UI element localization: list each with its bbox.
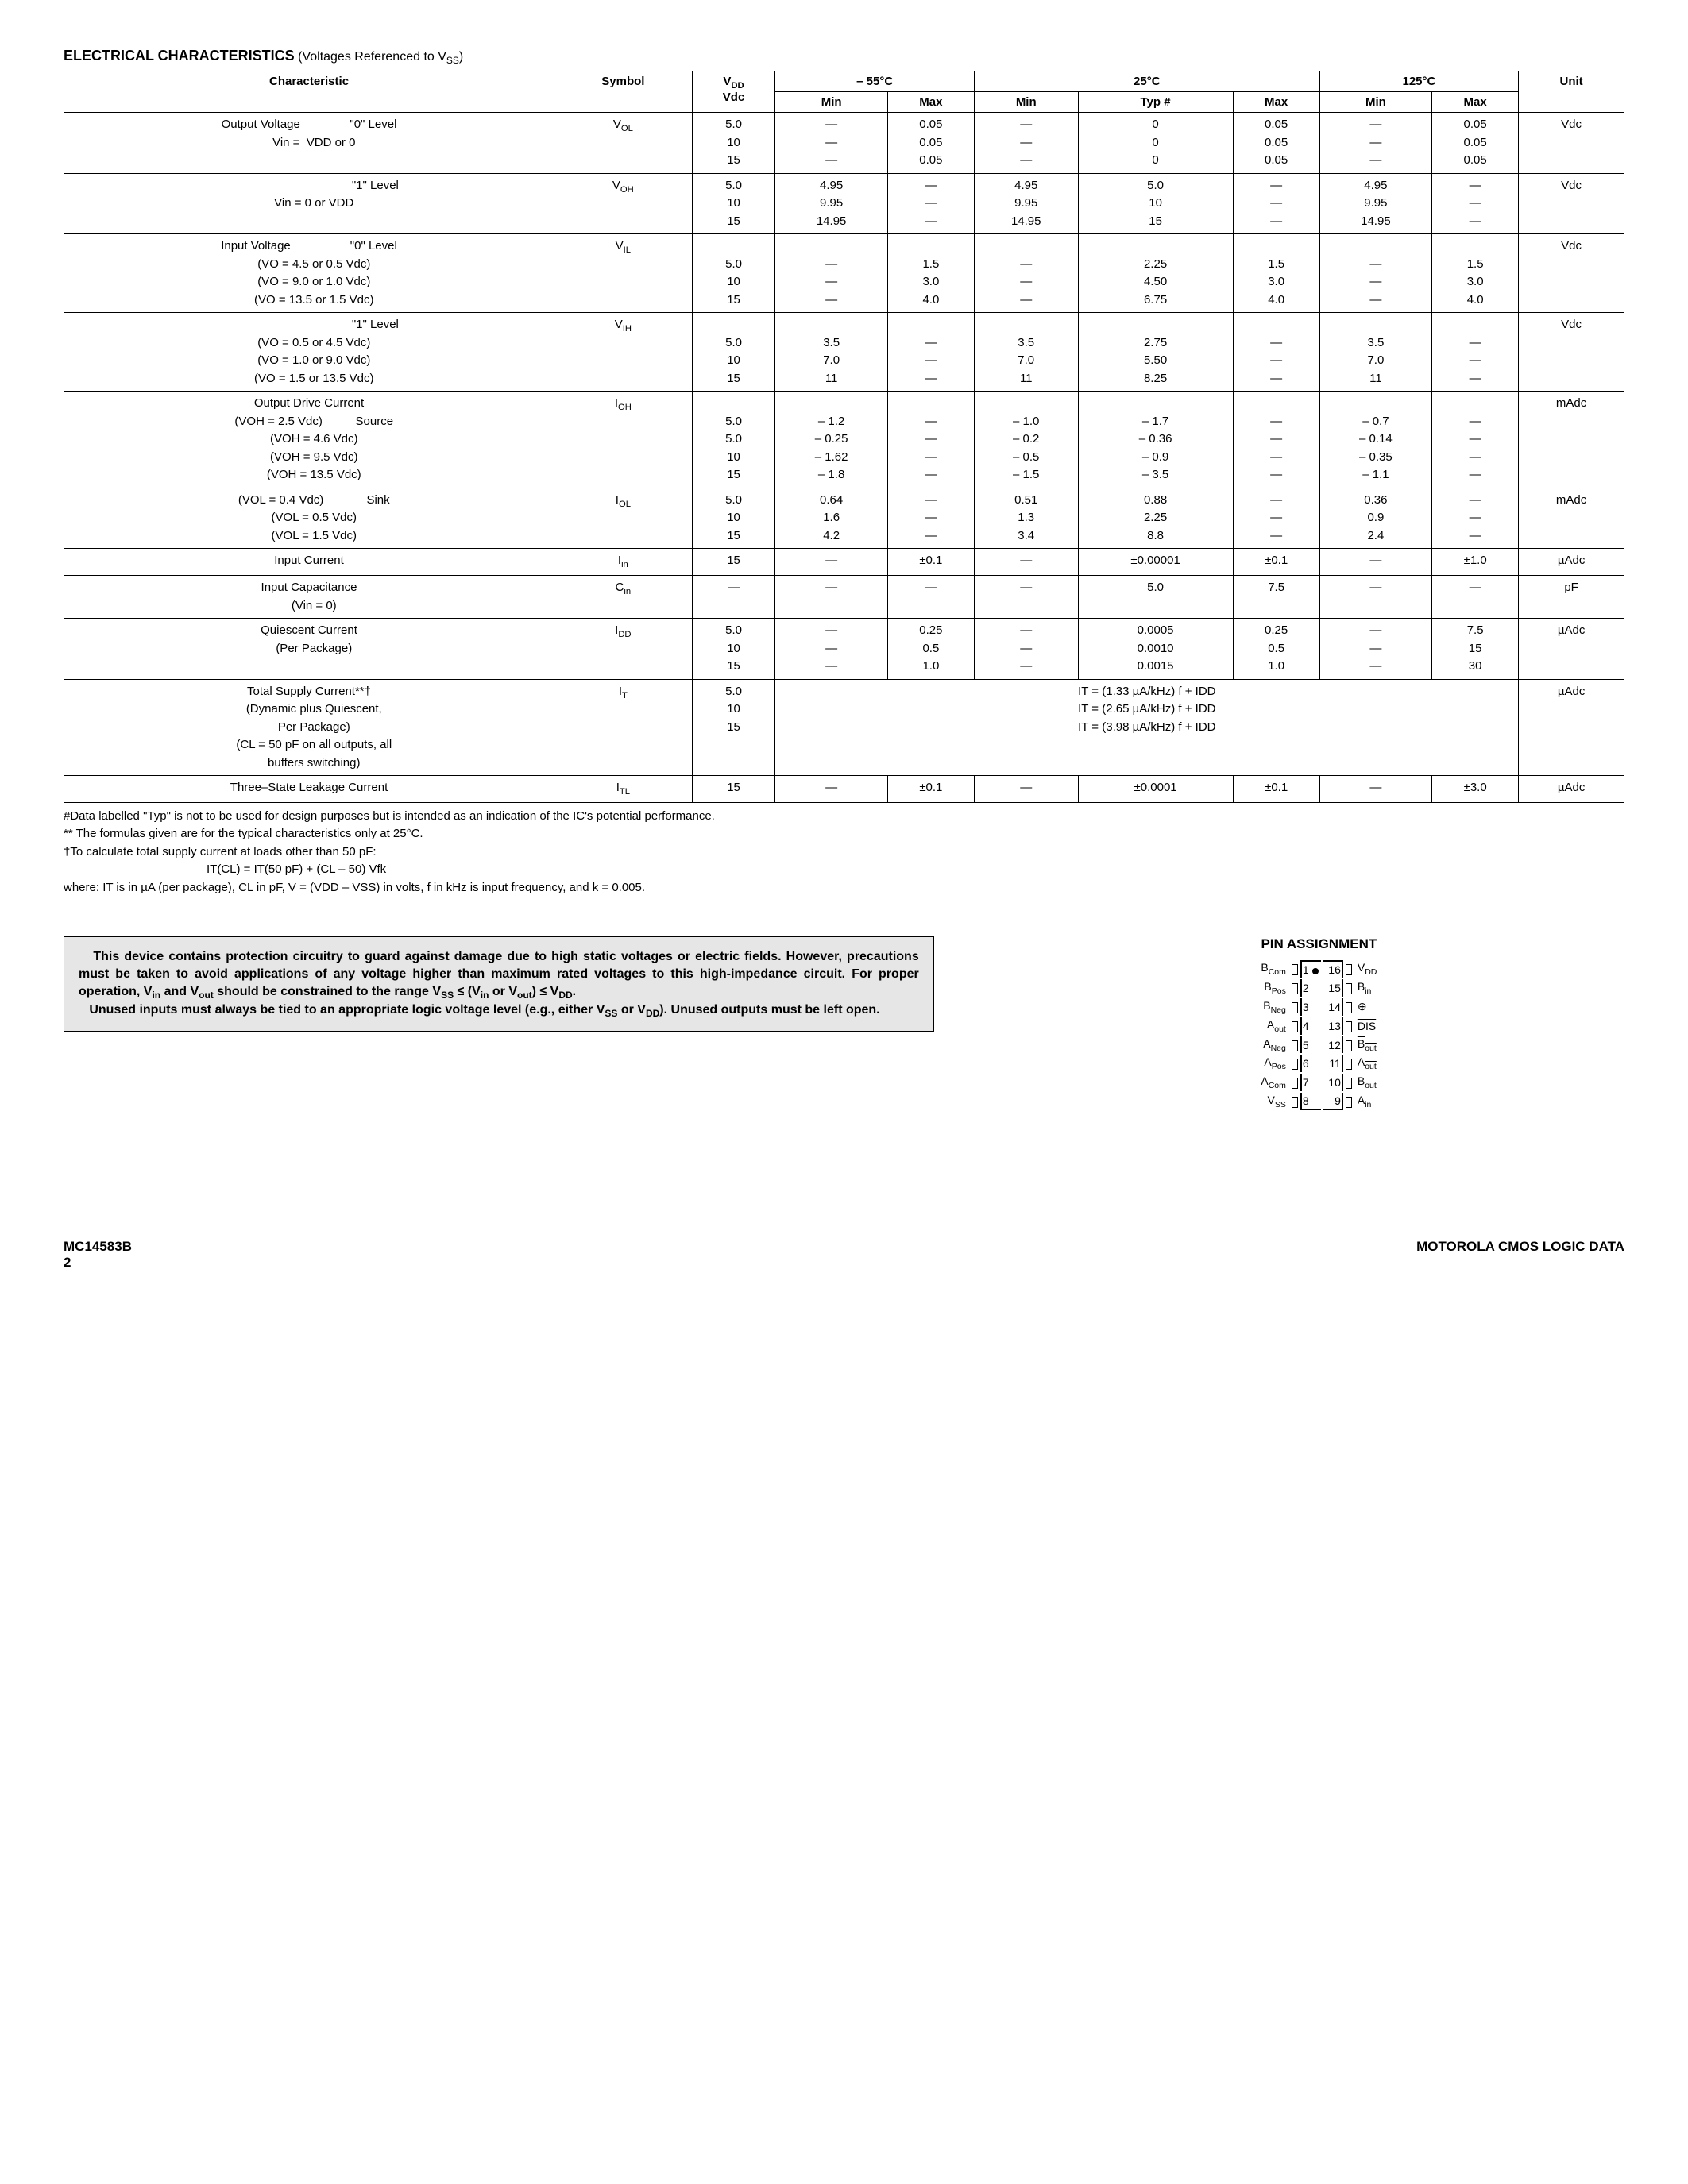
note-4: where: IT is in µA (per package), CL in … bbox=[64, 879, 1624, 897]
col-unit: Unit bbox=[1519, 71, 1624, 113]
table-row: Three–State Leakage CurrentITL15—±0.1—±0… bbox=[64, 776, 1624, 803]
table-row: Input CurrentIin15—±0.1—±0.00001±0.1—±1.… bbox=[64, 549, 1624, 576]
table-row: Output Voltage "0" Level Vin = VDD or 0V… bbox=[64, 113, 1624, 174]
table-row: Input Voltage "0" Level (VO = 4.5 or 0.5… bbox=[64, 234, 1624, 313]
col-symbol: Symbol bbox=[554, 71, 693, 113]
note-3: †To calculate total supply current at lo… bbox=[64, 843, 1624, 862]
pin-assignment: PIN ASSIGNMENT BCom116VDDBPos215BinBNeg3… bbox=[1014, 936, 1624, 1111]
page-footer: MC14583B 2 MOTOROLA CMOS LOGIC DATA bbox=[64, 1239, 1624, 1271]
table-row: Total Supply Current**† (Dynamic plus Qu… bbox=[64, 679, 1624, 776]
table-row: Input Capacitance (Vin = 0)Cin————5.07.5… bbox=[64, 576, 1624, 619]
page-title: ELECTRICAL CHARACTERISTICS (Voltages Ref… bbox=[64, 48, 1624, 66]
note-1: #Data labelled "Typ" is not to be used f… bbox=[64, 808, 1624, 826]
table-row: (VOL = 0.4 Vdc) Sink (VOL = 0.5 Vdc) (VO… bbox=[64, 488, 1624, 549]
pin-row: ANeg512Bout bbox=[1260, 1036, 1377, 1054]
pin-row: BCom116VDD bbox=[1260, 960, 1377, 978]
pin-row: BNeg314⊕ bbox=[1260, 998, 1377, 1016]
note-formula: IT(CL) = IT(50 pF) + (CL – 50) Vfk bbox=[207, 861, 1624, 879]
pin-row: ACom710Bout bbox=[1260, 1074, 1377, 1091]
col-t2: 25°C bbox=[974, 71, 1319, 92]
pin-row: VSS89Ain bbox=[1260, 1093, 1377, 1110]
col-t3: 125°C bbox=[1319, 71, 1519, 92]
warning-box: This device contains protection circuitr… bbox=[64, 936, 934, 1032]
note-2: ** The formulas given are for the typica… bbox=[64, 825, 1624, 843]
col-characteristic: Characteristic bbox=[64, 71, 554, 113]
table-notes: #Data labelled "Typ" is not to be used f… bbox=[64, 808, 1624, 897]
table-row: "1" Level Vin = 0 or VDDVOH5.010154.959.… bbox=[64, 173, 1624, 234]
pin-row: APos611Aout bbox=[1260, 1055, 1377, 1072]
table-row: "1" Level (VO = 0.5 or 4.5 Vdc) (VO = 1.… bbox=[64, 313, 1624, 392]
col-t1: – 55°C bbox=[775, 71, 975, 92]
pin-table: BCom116VDDBPos215BinBNeg314⊕Aout413DISAN… bbox=[1258, 959, 1379, 1111]
pin-row: BPos215Bin bbox=[1260, 979, 1377, 997]
pin-title: PIN ASSIGNMENT bbox=[1014, 936, 1624, 952]
title-main: ELECTRICAL CHARACTERISTICS bbox=[64, 48, 295, 64]
footer-right: MOTOROLA CMOS LOGIC DATA bbox=[1416, 1239, 1624, 1271]
pin-row: Aout413DIS bbox=[1260, 1017, 1377, 1035]
table-row: Output Drive Current (VOH = 2.5 Vdc) Sou… bbox=[64, 392, 1624, 488]
electrical-characteristics-table: Characteristic Symbol VDDVdc – 55°C 25°C… bbox=[64, 71, 1624, 803]
col-vdd: VDDVdc bbox=[692, 71, 775, 113]
table-row: Quiescent Current (Per Package)IDD5.0101… bbox=[64, 619, 1624, 680]
title-sub: (Voltages Referenced to VSS) bbox=[295, 50, 464, 64]
footer-left: MC14583B 2 bbox=[64, 1239, 132, 1271]
